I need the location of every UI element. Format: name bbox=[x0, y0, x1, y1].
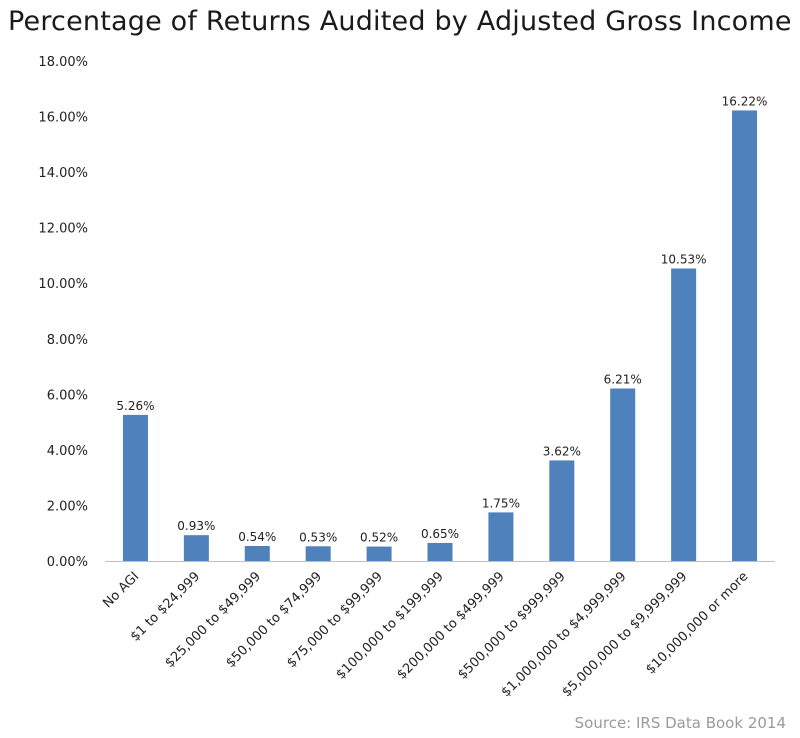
y-tick-label: 18.00% bbox=[38, 55, 88, 70]
data-label: 0.65% bbox=[421, 527, 459, 541]
category-label: $5,000,000 to $9,999,999 bbox=[560, 569, 691, 700]
category-label: $200,000 to $499,999 bbox=[394, 569, 507, 682]
bar bbox=[732, 110, 758, 561]
category-label: $10,000,000 or more bbox=[643, 569, 751, 677]
data-label: 0.54% bbox=[238, 530, 276, 544]
data-label: 10.53% bbox=[661, 253, 707, 267]
bar bbox=[244, 546, 270, 561]
bar bbox=[183, 535, 209, 561]
bar bbox=[305, 546, 331, 561]
bar bbox=[366, 546, 392, 561]
y-tick-label: 4.00% bbox=[47, 444, 88, 459]
category-label: $500,000 to $999,999 bbox=[455, 569, 568, 682]
category-label: No AGI bbox=[100, 569, 142, 611]
category-label: $1,000,000 to $4,999,999 bbox=[499, 569, 630, 700]
y-tick-label: 16.00% bbox=[38, 111, 88, 126]
y-tick-label: 14.00% bbox=[38, 166, 88, 181]
y-tick-label: 10.00% bbox=[38, 277, 88, 292]
bar bbox=[488, 512, 514, 561]
data-label: 5.26% bbox=[116, 399, 154, 413]
bar bbox=[427, 542, 453, 561]
y-tick-label: 0.00% bbox=[47, 555, 88, 570]
bar bbox=[122, 414, 148, 561]
y-tick-label: 8.00% bbox=[47, 333, 88, 348]
y-tick-label: 2.00% bbox=[47, 499, 88, 514]
data-label: 0.93% bbox=[177, 519, 215, 533]
data-label: 16.22% bbox=[722, 94, 768, 108]
bar bbox=[671, 268, 697, 561]
bar bbox=[549, 460, 575, 561]
category-label: $100,000 to $199,999 bbox=[333, 569, 446, 682]
chart-title: Percentage of Returns Audited by Adjuste… bbox=[8, 6, 792, 37]
bars bbox=[122, 110, 758, 561]
y-axis-ticks: 0.00% 2.00% 4.00% 6.00% 8.00% 10.00% 12.00% 14.… bbox=[38, 55, 88, 570]
data-label: 0.53% bbox=[299, 530, 337, 544]
data-label: 1.75% bbox=[482, 496, 520, 510]
data-label: 3.62% bbox=[543, 444, 581, 458]
y-tick-label: 6.00% bbox=[47, 388, 88, 403]
data-label: 6.21% bbox=[604, 373, 642, 387]
category-labels: No AGI$1 to $24,999$25,000 to $49,999$50… bbox=[100, 569, 751, 700]
y-tick-label: 12.00% bbox=[38, 222, 88, 237]
data-labels: 5.26% 0.93% 0.54% 0.53% 0.52% 0.65% 1.75% 3.62%… bbox=[116, 94, 767, 544]
data-label: 0.52% bbox=[360, 531, 398, 545]
source-note: Source: IRS Data Book 2014 bbox=[574, 714, 786, 732]
bar bbox=[610, 388, 636, 561]
